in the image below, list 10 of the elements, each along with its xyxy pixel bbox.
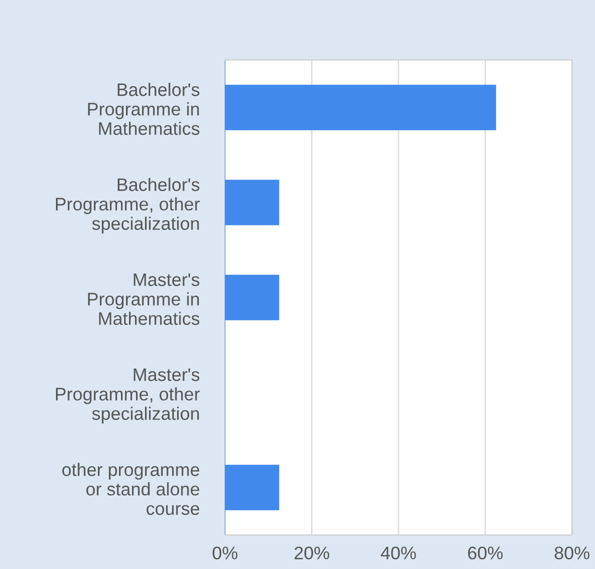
y-tick-label: Master's Programme in Mathematics (88, 273, 200, 325)
x-tick-label: 40% (380, 546, 416, 560)
y-tick-label: Master's Programme, other specialization (56, 368, 200, 424)
x-tick-label: 20% (294, 546, 330, 560)
x-tick-label: 60% (468, 546, 503, 560)
y-tick-label: Bachelor's Programme in Mathematics (88, 82, 200, 135)
x-tick-label: 80% (554, 546, 590, 560)
x-tick-label: 0% (212, 546, 238, 560)
y-tick-label: other programme or stand alone course (62, 462, 200, 515)
y-tick-label: Bachelor's Programme, other specialization (56, 178, 200, 234)
